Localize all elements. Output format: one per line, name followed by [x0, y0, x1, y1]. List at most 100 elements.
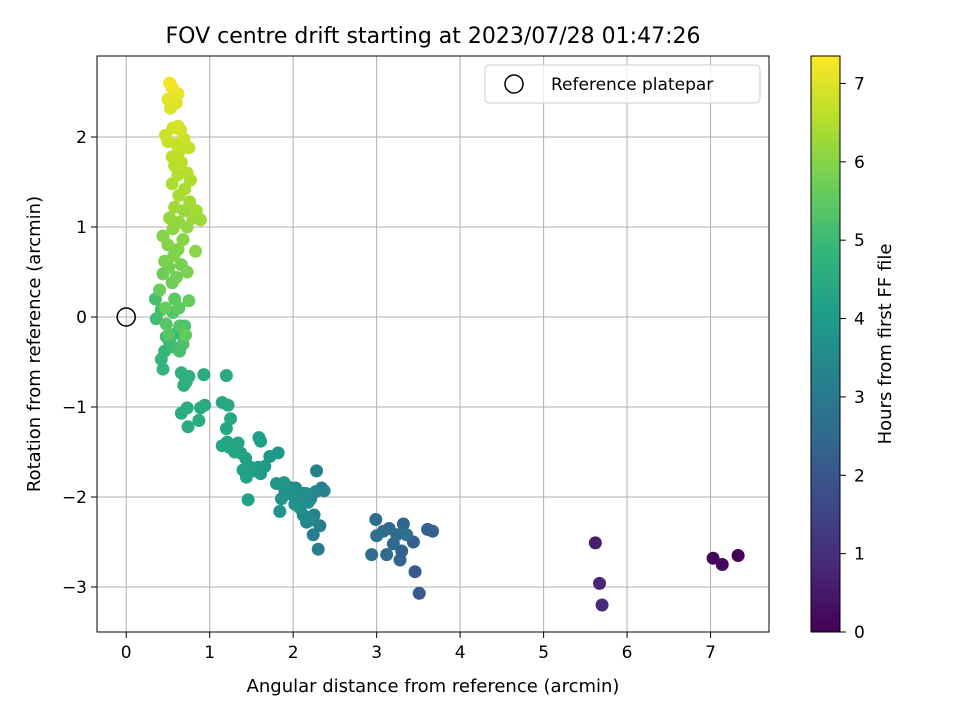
- colorbar-tick-label: 0: [854, 623, 865, 643]
- x-tick-label: 6: [622, 643, 633, 663]
- data-point: [168, 200, 182, 214]
- colorbar-tick-label: 6: [854, 153, 865, 173]
- x-tick-label: 4: [455, 643, 466, 663]
- data-point: [380, 548, 394, 562]
- data-point: [178, 328, 192, 342]
- data-point: [163, 76, 177, 90]
- data-point: [219, 369, 233, 382]
- x-tick-label: 7: [705, 643, 716, 663]
- data-point: [715, 558, 729, 571]
- data-points: [148, 76, 745, 612]
- colorbar-tick-label: 1: [854, 545, 865, 565]
- colorbar: 0 1 2 3 4 5 6 7 Hours from first FF file: [810, 55, 896, 643]
- data-point: [174, 406, 188, 420]
- data-point: [171, 243, 185, 256]
- y-tick-label: −2: [62, 488, 87, 508]
- data-point: [370, 529, 384, 543]
- data-point: [273, 504, 287, 518]
- grid-lines: [97, 56, 769, 632]
- data-point: [310, 464, 324, 478]
- colorbar-tick-label: 5: [854, 231, 865, 251]
- data-point: [396, 517, 410, 531]
- data-point: [252, 431, 266, 445]
- data-point: [171, 119, 185, 133]
- x-axis-ticks: 0 1 2 3 4 5 6 7: [121, 632, 716, 663]
- data-point: [421, 522, 435, 536]
- x-tick-label: 1: [204, 643, 215, 663]
- y-axis-ticks: −3 −2 −1 0 1 2: [62, 128, 97, 598]
- y-tick-label: 2: [76, 128, 87, 148]
- legend-open-circle-icon: [504, 74, 524, 94]
- data-point: [236, 463, 250, 477]
- colorbar-tick-label: 7: [854, 74, 865, 94]
- data-point: [197, 368, 211, 382]
- data-point: [306, 528, 320, 542]
- data-point: [224, 412, 238, 426]
- colorbar-ticks: 0 1 2 3 4 5 6 7: [840, 74, 865, 643]
- reference-platepar-marker: [116, 307, 136, 327]
- data-point: [595, 598, 609, 612]
- x-axis-label: Angular distance from reference (arcmin): [247, 676, 620, 697]
- data-point: [303, 513, 317, 527]
- data-point: [183, 195, 197, 209]
- data-point: [393, 553, 407, 567]
- colorbar-tick-label: 3: [854, 388, 865, 408]
- data-point: [269, 477, 283, 490]
- data-point: [390, 528, 404, 542]
- data-point: [180, 265, 194, 279]
- x-tick-label: 3: [371, 643, 382, 663]
- data-point: [288, 497, 302, 511]
- data-point: [588, 536, 602, 550]
- data-point: [153, 283, 167, 297]
- data-point: [263, 450, 277, 463]
- data-point: [181, 420, 195, 434]
- data-point: [163, 211, 177, 225]
- data-point: [408, 565, 422, 579]
- data-point: [706, 551, 720, 565]
- data-point: [593, 576, 607, 590]
- data-point: [156, 362, 170, 376]
- data-point: [169, 270, 183, 284]
- data-point: [313, 519, 327, 533]
- data-point: [158, 301, 172, 315]
- data-point: [309, 485, 323, 499]
- data-point: [215, 396, 229, 409]
- data-point: [412, 586, 426, 600]
- data-point: [365, 548, 379, 562]
- y-tick-label: 1: [76, 218, 87, 238]
- data-point: [189, 244, 203, 258]
- data-point: [369, 513, 383, 526]
- colorbar-tick-label: 2: [854, 466, 865, 486]
- colorbar-tick-label: 4: [854, 310, 865, 330]
- y-tick-label: −3: [62, 578, 87, 598]
- data-point: [194, 401, 208, 415]
- data-point: [176, 233, 190, 247]
- colorbar-label: Hours from first FF file: [875, 244, 896, 445]
- data-point: [219, 422, 233, 436]
- data-point: [215, 439, 229, 453]
- data-point: [189, 204, 203, 218]
- data-point: [731, 549, 745, 562]
- x-tick-label: 0: [121, 643, 132, 663]
- legend: Reference platepar: [484, 64, 761, 104]
- data-point: [241, 493, 255, 507]
- legend-entry-label: Reference platepar: [551, 75, 713, 95]
- data-point: [161, 92, 175, 106]
- data-point: [274, 492, 288, 506]
- data-point: [400, 528, 414, 542]
- data-point: [159, 317, 173, 331]
- data-point: [178, 371, 192, 385]
- data-point: [192, 414, 206, 427]
- data-point: [172, 301, 186, 315]
- x-tick-label: 2: [288, 643, 299, 663]
- y-tick-label: −1: [62, 398, 87, 418]
- data-point: [180, 166, 194, 180]
- data-point: [182, 294, 196, 308]
- x-tick-label: 5: [538, 643, 549, 663]
- chart-title: FOV centre drift starting at 2023/07/28 …: [166, 24, 701, 49]
- y-axis-label: Rotation from reference (arcmin): [24, 196, 45, 492]
- data-point: [162, 328, 176, 342]
- data-point: [311, 542, 325, 556]
- legend-box: [484, 64, 761, 104]
